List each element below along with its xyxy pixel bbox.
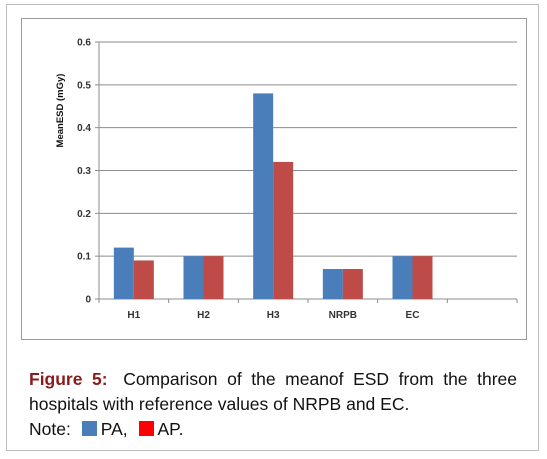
bar [183,256,204,299]
note-label: Note: [29,419,71,439]
bar [113,247,134,299]
ap-legend-label: AP. [157,419,184,439]
caption-text: Comparison of the meanof ESD from the th… [29,369,517,414]
y-axis-label: MeanESD (mGy) [55,74,66,148]
bar [203,256,224,299]
y-tick-label: 0.4 [77,123,91,134]
bar [412,256,433,299]
pa-legend-label: PA, [100,419,128,439]
bar [253,93,274,300]
y-tick-label: 0.2 [77,209,91,220]
y-tick-label: 0.1 [77,252,91,263]
ap-legend-swatch [138,421,154,436]
y-tick-label: 0 [85,295,91,306]
x-tick-label: H2 [197,310,210,321]
plot-area: 0 0.1 0.2 0.3 0.4 0.5 0.6 MeanESD (mGy) H1 H2 H3 NR… [21,18,527,340]
y-tick-label: 0.6 [77,38,91,49]
y-tick-label: 0.3 [77,166,91,177]
bar [133,260,154,299]
bar-chart: 0 0.1 0.2 0.3 0.4 0.5 0.6 MeanESD (mGy) H1 H2 H3 NR… [55,38,518,321]
y-tick-label: 0.5 [77,80,91,91]
pa-legend-swatch [81,421,97,436]
x-tick-label: H3 [267,310,280,321]
caption-lead: Figure 5: [29,369,108,389]
bar [273,161,294,299]
figure-caption: Figure 5: Comparison of the meanof ESD f… [29,367,517,442]
figure-frame: 0 0.1 0.2 0.3 0.4 0.5 0.6 MeanESD (mGy) H1 H2 H3 NR… [6,4,539,451]
x-tick-label: NRPB [329,310,357,321]
bar [392,256,413,299]
x-tick-label: H1 [127,310,140,321]
x-tick-label: EC [406,310,420,321]
bar [322,269,343,299]
bar [342,269,363,299]
